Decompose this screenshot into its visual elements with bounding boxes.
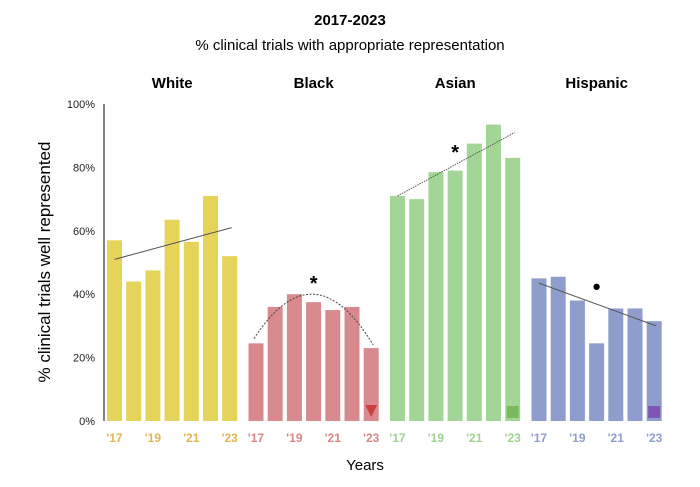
bar-hispanic-2023	[646, 321, 662, 421]
bar-hispanic-2019	[569, 300, 585, 421]
bar-asian-2019	[428, 172, 444, 421]
bar-black-2021	[325, 310, 341, 421]
x-tick-label: '19	[569, 431, 586, 445]
bar-white-2018	[126, 281, 142, 421]
y-tick-label: 40%	[73, 289, 95, 301]
x-tick-label: '21	[466, 431, 483, 445]
trend-line-asian	[397, 132, 515, 197]
bar-asian-2022	[486, 124, 501, 421]
bar-black-2020	[306, 302, 322, 421]
bar-hispanic-2021	[608, 308, 624, 421]
bar-white-2022	[203, 195, 218, 421]
significance-marker: *	[310, 273, 318, 295]
trend-line-white	[114, 227, 232, 260]
x-tick-label: '23	[646, 431, 663, 445]
x-tick-label: '23	[363, 431, 380, 445]
x-tick-label: '21	[183, 431, 200, 445]
y-tick-label: 0%	[79, 416, 95, 428]
square-marker-icon	[648, 406, 661, 418]
triangle-down-icon	[365, 405, 378, 417]
chart-title: 2017-2023	[314, 12, 386, 29]
bar-hispanic-2020	[589, 343, 605, 421]
bar-asian-2021	[466, 143, 482, 421]
x-tick-label: '17	[248, 431, 265, 445]
series-label-hispanic: Hispanic	[565, 75, 628, 92]
bar-white-2020	[164, 219, 180, 421]
x-tick-label: '19	[145, 431, 162, 445]
significance-marker: *	[451, 142, 459, 164]
x-tick-label: '17	[389, 431, 406, 445]
y-tick-label: 80%	[73, 162, 95, 174]
significance-marker: •	[593, 274, 601, 299]
bar-asian-2020	[447, 170, 463, 421]
bar-white-2023	[222, 256, 238, 421]
bar-white-2019	[145, 270, 161, 421]
y-tick-label: 60%	[73, 226, 95, 238]
x-tick-label: '19	[286, 431, 303, 445]
bar-asian-2017	[390, 195, 405, 421]
series-label-white: White	[152, 75, 193, 92]
x-tick-label: '23	[505, 431, 522, 445]
series-label-black: Black	[294, 75, 335, 92]
y-tick-label: 20%	[73, 353, 95, 365]
y-tick-label: 100%	[67, 99, 95, 111]
bar-asian-2018	[409, 199, 425, 421]
bar-asian-2023	[505, 157, 521, 421]
x-tick-label: '21	[325, 431, 342, 445]
x-axis-label: Years	[346, 457, 384, 474]
square-marker-icon	[506, 406, 519, 418]
bar-black-2022	[344, 306, 360, 421]
bar-black-2017	[248, 343, 264, 421]
bar-hispanic-2022	[627, 308, 643, 421]
trend-line-hispanic	[538, 282, 657, 327]
bar-black-2019	[286, 294, 302, 421]
chart-subtitle: % clinical trials with appropriate repre…	[195, 37, 504, 54]
bar-white-2017	[107, 240, 122, 421]
x-tick-label: '17	[531, 431, 548, 445]
bar-hispanic-2018	[550, 276, 566, 421]
bar-black-2023	[363, 348, 379, 421]
bar-hispanic-2017	[531, 278, 547, 421]
bar-white-2021	[183, 241, 199, 421]
y-axis-label: % clinical trials well represented	[35, 142, 54, 383]
series-label-asian: Asian	[435, 75, 476, 92]
trend-curve-black	[253, 293, 374, 346]
x-tick-label: '23	[222, 431, 239, 445]
x-tick-label: '21	[608, 431, 625, 445]
bar-black-2018	[267, 306, 283, 421]
x-tick-label: '17	[106, 431, 123, 445]
x-tick-label: '19	[428, 431, 445, 445]
